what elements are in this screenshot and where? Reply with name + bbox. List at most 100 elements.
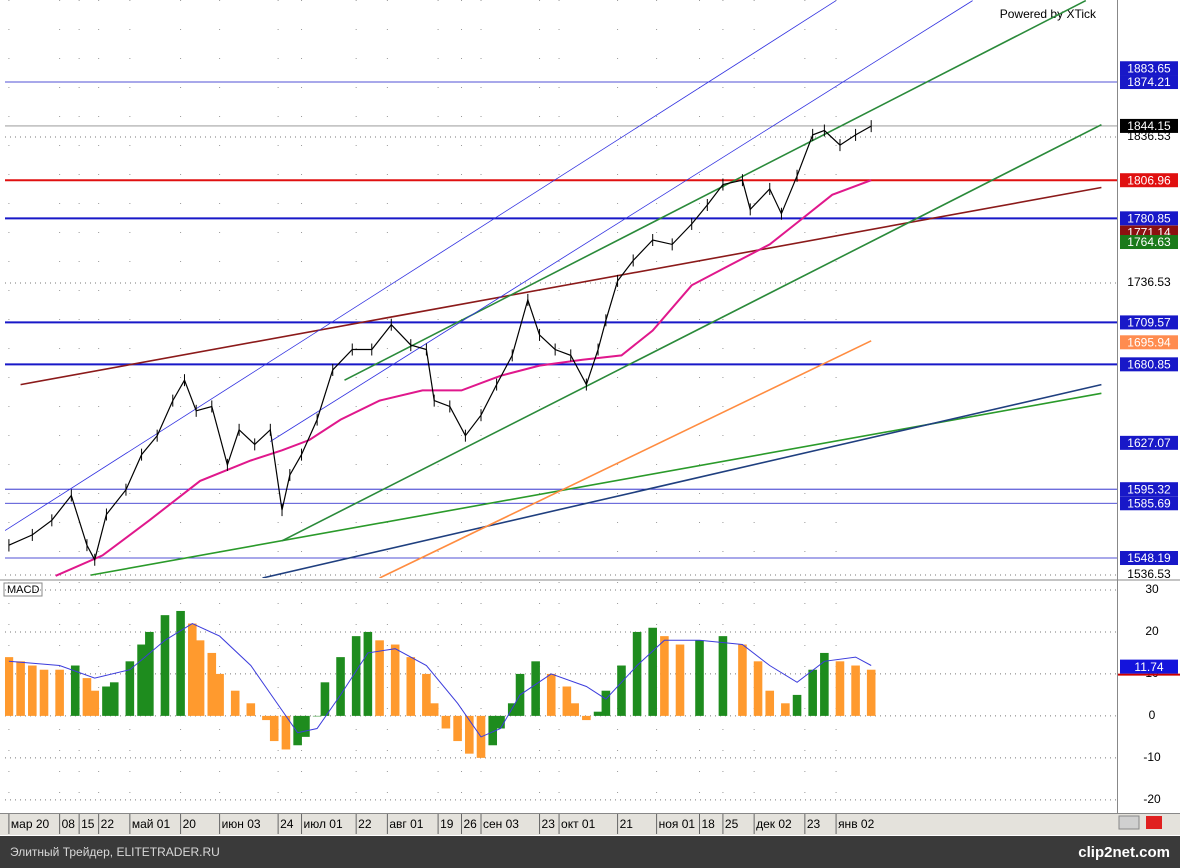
y-tick-label: 1736.53 (1127, 275, 1171, 289)
macd-bar (507, 703, 517, 716)
x-tick-label: 25 (725, 817, 739, 831)
level-label: 1680.85 (1127, 358, 1171, 372)
macd-bar (55, 669, 64, 716)
macd-bar (5, 657, 14, 716)
level-box (1120, 211, 1178, 226)
x-tick-label: 08 (62, 817, 76, 831)
y-tick-label: 20 (1145, 624, 1159, 638)
level-box (1120, 482, 1178, 497)
x-tick-label: 18 (702, 817, 716, 831)
macd-bar (187, 623, 197, 716)
x-axis-bar (0, 813, 1180, 835)
scroll-button[interactable] (1118, 815, 1140, 830)
macd-bar (160, 615, 170, 716)
macd-bar (137, 644, 146, 716)
macd-bar (781, 703, 790, 716)
price-panel (5, 0, 1117, 578)
level-box (1120, 61, 1178, 76)
macd-bar (617, 665, 626, 716)
level-box (1120, 335, 1178, 350)
level-box (1120, 496, 1178, 511)
macd-bar (422, 673, 431, 716)
macd-bar (70, 665, 80, 716)
macd-bar (351, 636, 361, 716)
macd-bar (675, 644, 685, 716)
last-value-label: 11.74 (1134, 660, 1163, 674)
level-label: 1780.85 (1127, 212, 1171, 226)
x-tick-label: 26 (464, 817, 478, 831)
x-tick-label: сен 03 (483, 817, 519, 831)
macd-bar (176, 610, 185, 716)
x-tick-label: мар 20 (11, 817, 50, 831)
macd-bar (488, 715, 498, 746)
macd-bar (125, 661, 135, 716)
y-tick-label: 30 (1145, 582, 1159, 596)
x-tick-label: 19 (440, 817, 454, 831)
macd-bar (441, 715, 451, 729)
macd-bar (82, 678, 92, 716)
x-tick-label: июн 03 (222, 817, 261, 831)
level-box (1120, 551, 1178, 566)
macd-bar (593, 711, 603, 716)
footer-logo: clip2net.com (1078, 844, 1170, 861)
trend-line (20, 186, 1102, 386)
macd-bar (293, 715, 302, 746)
y-tick-label: -20 (1143, 792, 1161, 806)
last-value-box (1120, 659, 1178, 674)
macd-bar (835, 661, 845, 716)
x-tick-label: 23 (542, 817, 556, 831)
macd-bar (269, 715, 279, 742)
annotation: Powered by XTick (1000, 7, 1097, 21)
axes: 1536.531736.531836.531883.651874.211844.… (8, 61, 1180, 834)
macd-bar (546, 673, 556, 716)
macd-bar (738, 644, 747, 716)
trend-line (281, 123, 1102, 542)
macd-bar (312, 715, 322, 717)
level-label: 1695.94 (1127, 335, 1171, 349)
macd-bar (90, 690, 100, 716)
macd-bar (648, 627, 657, 716)
panel-title: MACD (7, 584, 39, 596)
macd-bar (866, 669, 876, 716)
x-tick-label: 22 (101, 817, 115, 831)
macd-bar (363, 631, 373, 716)
macd-bar (246, 703, 256, 716)
macd-bar (562, 686, 572, 716)
level-label: 1627.07 (1127, 436, 1171, 450)
macd-bar (262, 715, 271, 721)
level-box (1120, 435, 1178, 450)
macd-bar (465, 715, 474, 754)
level-label: 1874.21 (1127, 75, 1171, 89)
trend-line (270, 0, 973, 442)
x-tick-label: окт 01 (561, 817, 596, 831)
level-label: 1595.32 (1127, 482, 1171, 496)
macd-bar (215, 673, 224, 716)
macd-bar (601, 690, 611, 716)
x-tick-label: май 01 (132, 817, 171, 831)
macd-bar (496, 715, 505, 729)
y-tick-label: -10 (1143, 750, 1161, 764)
x-tick-label: 15 (81, 817, 95, 831)
panel-label-box (3, 582, 43, 597)
footer-bar (0, 836, 1180, 868)
macd-bar (765, 690, 775, 716)
macd-bar (695, 640, 704, 716)
macd-bar (792, 694, 802, 716)
level-box (1120, 357, 1178, 372)
close-button[interactable] (1146, 816, 1162, 829)
moving-average (55, 179, 872, 577)
macd-bar (207, 652, 217, 716)
macd-bar (406, 657, 416, 716)
macd-bar (195, 640, 205, 716)
x-tick-label: ноя 01 (659, 817, 696, 831)
macd-bar (808, 669, 817, 716)
level-label: 1585.69 (1127, 496, 1171, 510)
macd-bar (109, 682, 119, 716)
x-tick-label: 23 (807, 817, 821, 831)
signal-line (8, 623, 872, 738)
x-tick-label: дек 02 (756, 817, 792, 831)
level-box (1120, 118, 1178, 133)
level-box (1120, 315, 1178, 330)
level-label: 1806.96 (1127, 173, 1171, 187)
